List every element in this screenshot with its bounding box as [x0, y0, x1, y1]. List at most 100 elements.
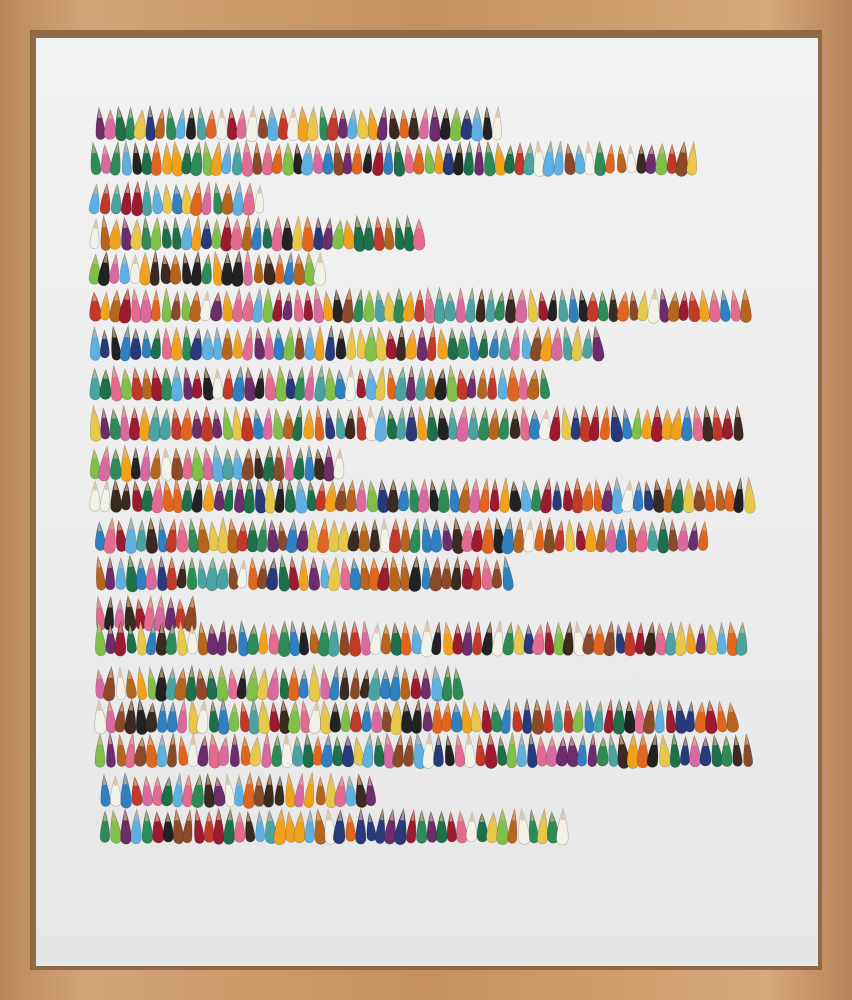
shaving-wood-tip: [328, 773, 334, 785]
pencil-shaving: [277, 107, 290, 141]
shaving-wood-tip: [543, 409, 549, 420]
shaving-wood-tip: [379, 808, 384, 821]
shaving-wood-tip: [701, 289, 706, 301]
shaving-wood-tip: [174, 217, 178, 228]
pencil-shaving: [465, 811, 478, 843]
shaving-wood-tip: [333, 702, 338, 712]
pencil-shaving: [528, 409, 542, 440]
shaving-wood-tip: [206, 481, 212, 491]
pencil-shaving: [450, 702, 464, 733]
shaving-wood-tip: [195, 141, 201, 154]
pencil-shaving: [182, 325, 193, 361]
shaving-wood-tip: [359, 110, 364, 120]
shaving-wood-tip: [159, 734, 165, 745]
shaving-wood-tip: [594, 326, 599, 338]
pencil-shaving: [655, 142, 668, 176]
shaving-wood-tip: [612, 405, 618, 418]
shaving-wood-tip: [322, 621, 327, 633]
pencil-shaving: [303, 772, 315, 808]
pencil-shaving: [141, 808, 154, 844]
shaving-wood-tip: [555, 327, 560, 339]
shaving-wood-tip: [696, 481, 702, 491]
shaving-wood-tip: [407, 291, 413, 301]
shaving-wood-tip: [190, 624, 195, 634]
pencil-shaving: [565, 518, 576, 552]
shaving-wood-tip: [133, 328, 138, 339]
shaving-wood-tip: [648, 699, 653, 711]
pencil-shaving: [213, 806, 225, 845]
pencil-shaving: [575, 520, 587, 551]
pencil-shaving: [182, 251, 193, 285]
shaving-wood-tip: [560, 808, 566, 821]
pencil-shaving: [562, 620, 574, 656]
shaving-wood-tip: [549, 736, 555, 746]
shaving-wood-tip: [519, 289, 525, 301]
shaving-wood-tip: [97, 556, 101, 568]
pencil-shaving: [363, 215, 375, 251]
shaving-wood-tip: [148, 595, 153, 608]
pencil-shaving: [88, 182, 100, 215]
shaving-wood-tip: [198, 106, 203, 118]
shaving-wood-tip: [604, 406, 608, 418]
pencil-shaving: [499, 327, 511, 360]
shaving-wood-tip: [126, 595, 132, 608]
shaving-wood-tip: [413, 624, 418, 634]
pencil-shaving: [286, 106, 300, 141]
shaving-wood-tip: [316, 808, 322, 821]
shaving-wood-tip: [244, 406, 250, 418]
shaving-wood-tip: [735, 405, 740, 418]
shaving-wood-tip: [199, 518, 205, 530]
shaving-wood-tip: [343, 666, 347, 678]
pencil-shaving: [346, 326, 356, 360]
shaving-wood-tip: [124, 325, 129, 338]
shaving-wood-tip: [308, 810, 312, 821]
pencil-shaving: [369, 518, 381, 553]
shaving-wood-tip: [108, 666, 113, 678]
shaving-wood-tip: [619, 519, 624, 530]
pencil-shaving: [431, 621, 442, 656]
shaving-wood-tip: [113, 776, 118, 786]
shaving-wood-tip: [608, 698, 612, 711]
shaving-wood-tip: [205, 329, 210, 339]
shaving-wood-tip: [286, 409, 291, 419]
shaving-wood-tip: [178, 599, 183, 609]
shaving-wood-tip: [745, 733, 749, 745]
shaving-wood-tip: [541, 368, 546, 379]
pencil-shaving: [615, 518, 627, 553]
shaving-wood-tip: [154, 289, 158, 301]
pencil-shaving: [474, 140, 485, 176]
pencil-shaving: [366, 479, 380, 513]
pencil-shaving: [472, 621, 483, 656]
pencil-shaving: [339, 665, 350, 701]
shaving-wood-tip: [534, 699, 540, 711]
shaving-wood-tip: [504, 556, 509, 568]
shaving-wood-tip: [586, 482, 591, 492]
pencil-shaving: [514, 288, 528, 324]
shaving-wood-tip: [195, 328, 200, 339]
shaving-wood-tip: [593, 405, 598, 418]
shaving-wood-tip: [638, 622, 643, 634]
pencil-shaving: [241, 405, 254, 442]
shaving-wood-tip: [297, 405, 302, 418]
shaving-wood-tip: [721, 289, 726, 301]
pencil-shaving: [176, 518, 189, 553]
shaving-wood-tip: [225, 328, 230, 339]
shaving-wood-tip: [275, 216, 281, 228]
shaving-wood-tip: [675, 407, 680, 419]
shaving-wood-tip: [477, 735, 482, 746]
shaving-wood-tip: [153, 250, 158, 263]
shaving-wood-tip: [649, 144, 654, 155]
pencil-shaving: [236, 520, 249, 552]
pencil-shaving: [358, 520, 371, 552]
pencil-shaving: [732, 733, 743, 767]
shaving-wood-tip: [215, 368, 220, 379]
shaving-wood-tip: [611, 288, 615, 300]
pencil-shaving: [437, 478, 450, 514]
shaving-wood-tip: [119, 701, 124, 712]
shaving-wood-tip: [619, 733, 625, 745]
shaving-wood-tip: [265, 142, 271, 154]
shaving-wood-tip: [204, 291, 209, 302]
shaving-wood-tip: [520, 367, 525, 379]
shaving-wood-tip: [519, 733, 524, 745]
pencil-shaving: [416, 324, 428, 361]
